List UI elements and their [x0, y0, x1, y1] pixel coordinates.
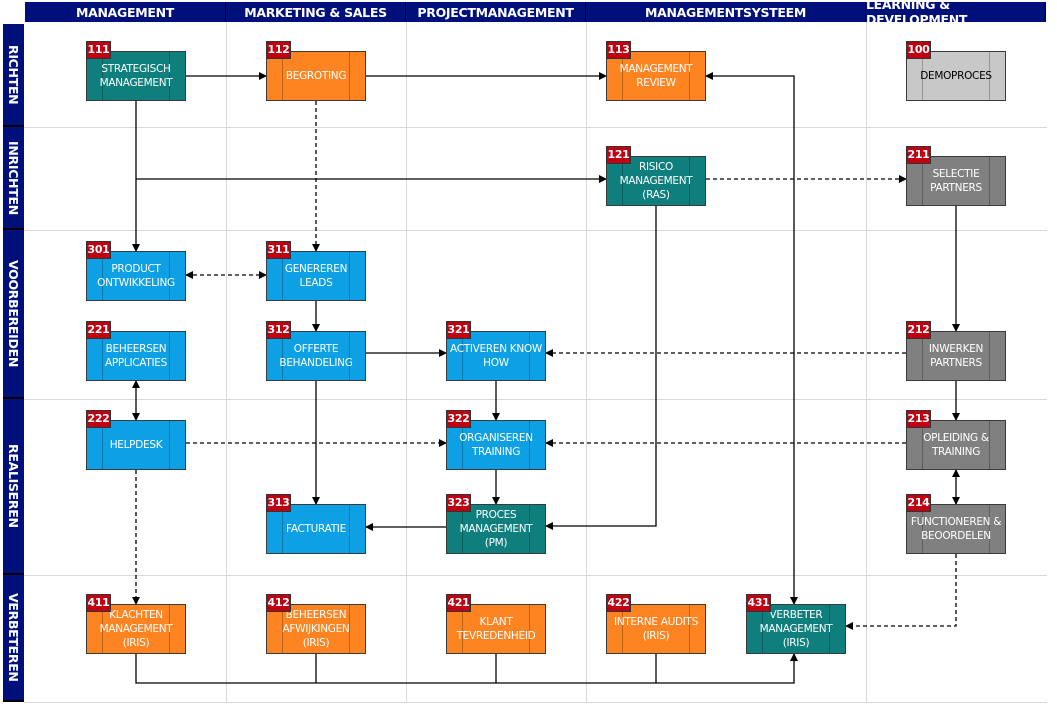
row-header: VERBETEREN [3, 575, 24, 702]
process-label: BEHEERSEN AFWIJKINGEN (IRIS) [282, 609, 350, 649]
row-label: INRICHTEN [6, 140, 21, 215]
process-label: HELPDESK [109, 439, 163, 451]
process-box-312[interactable]: 312 OFFERTE BEHANDELING [266, 321, 366, 381]
row-header: VOORBEREIDEN [3, 230, 24, 399]
row-divider [24, 575, 1047, 576]
process-box-321[interactable]: 321 ACTIVEREN KNOW HOW [446, 321, 546, 381]
process-box-311[interactable]: 311 GENEREREN LEADS [266, 241, 366, 301]
process-number-badge: 313 [266, 494, 291, 512]
process-box-112[interactable]: 112 BEGROTING [266, 41, 366, 101]
process-label: SELECTIE PARTNERS [930, 168, 982, 194]
process-label: GENEREREN LEADS [284, 263, 348, 289]
process-label: ACTIVEREN KNOW HOW [450, 343, 542, 369]
process-box-211[interactable]: 211 SELECTIE PARTNERS [906, 146, 1006, 206]
process-box-222[interactable]: 222 HELPDESK [86, 410, 186, 470]
process-number-badge: 111 [86, 41, 111, 59]
connector-113-431 [705, 72, 798, 605]
process-number-badge: 212 [906, 321, 931, 339]
process-label: OPLEIDING & TRAINING [923, 432, 989, 458]
process-box-121[interactable]: 121 RISICO MANAGEMENT (RAS) [606, 146, 706, 206]
process-label: PROCES MANAGEMENT (PM) [459, 509, 533, 549]
column-header: MANAGEMENT [25, 2, 226, 22]
row-header: REALISEREN [3, 399, 24, 575]
process-box-113[interactable]: 113 MANAGEMENT REVIEW [606, 41, 706, 101]
column-header: PROJECTMANAGEMENT [406, 2, 586, 22]
row-label: REALISEREN [6, 444, 21, 528]
process-number-badge: 121 [606, 146, 631, 164]
process-number-badge: 113 [606, 41, 631, 59]
column-divider [866, 22, 867, 702]
process-number-badge: 301 [86, 241, 111, 259]
connector-214-431 [845, 554, 957, 630]
column-divider [406, 22, 407, 702]
process-number-badge: 311 [266, 241, 291, 259]
process-number-badge: 112 [266, 41, 291, 59]
column-divider [226, 22, 227, 702]
process-label: BEGROTING [285, 70, 347, 82]
process-number-badge: 213 [906, 410, 931, 428]
row-header: INRICHTEN [3, 127, 24, 230]
process-number-badge: 322 [446, 410, 471, 428]
process-label: INWERKEN PARTNERS [928, 343, 984, 369]
process-number-badge: 211 [906, 146, 931, 164]
process-label: INTERNE AUDITS (IRIS) [613, 616, 699, 642]
row-header: RICHTEN [3, 24, 24, 127]
process-box-421[interactable]: 421 KLANT TEVREDENHEID [446, 594, 546, 654]
connector-bus-431 [135, 653, 798, 684]
process-number-badge: 100 [906, 41, 931, 59]
process-box-323[interactable]: 323 PROCES MANAGEMENT (PM) [446, 494, 546, 554]
process-box-411[interactable]: 411 KLACHTEN MANAGEMENT (IRIS) [86, 594, 186, 654]
process-label: KLANT TEVREDENHEID [456, 616, 536, 642]
process-box-301[interactable]: 301 PRODUCT ONTWIKKELING [86, 241, 186, 301]
process-number-badge: 323 [446, 494, 471, 512]
process-label: BEHEERSEN APPLICATIES [104, 343, 167, 369]
process-box-221[interactable]: 221 BEHEERSEN APPLICATIES [86, 321, 186, 381]
process-box-431[interactable]: 431 VERBETER MANAGEMENT (IRIS) [746, 594, 846, 654]
process-box-422[interactable]: 422 INTERNE AUDITS (IRIS) [606, 594, 706, 654]
column-header: MANAGEMENTSYSTEEM [586, 2, 866, 22]
process-number-badge: 421 [446, 594, 471, 612]
process-number-badge: 412 [266, 594, 291, 612]
process-box-322[interactable]: 322 ORGANISEREN TRAINING [446, 410, 546, 470]
row-divider [24, 127, 1047, 128]
column-divider [586, 22, 587, 702]
process-number-badge: 312 [266, 321, 291, 339]
connector-121-323 [545, 206, 657, 530]
process-label: ORGANISEREN TRAINING [459, 432, 533, 458]
row-divider [24, 399, 1047, 400]
process-label: OFFERTE BEHANDELING [279, 343, 353, 369]
process-box-111[interactable]: 111 STRATEGISCH MANAGEMENT [86, 41, 186, 101]
process-label: FACTURATIE [286, 523, 346, 535]
process-box-214[interactable]: 214 FUNCTIONEREN & BEOORDELEN [906, 494, 1006, 554]
process-number-badge: 214 [906, 494, 931, 512]
row-divider [24, 702, 1047, 703]
process-number-badge: 221 [86, 321, 111, 339]
process-box-313[interactable]: 313 FACTURATIE [266, 494, 366, 554]
row-label: VERBETEREN [6, 593, 21, 682]
process-label: RISICO MANAGEMENT (RAS) [619, 161, 693, 201]
process-box-213[interactable]: 213 OPLEIDING & TRAINING [906, 410, 1006, 470]
process-label: DEMOPROCES [920, 70, 992, 82]
row-label: RICHTEN [6, 44, 21, 105]
process-label: KLACHTEN MANAGEMENT (IRIS) [99, 609, 173, 649]
process-number-badge: 222 [86, 410, 111, 428]
process-number-badge: 422 [606, 594, 631, 612]
process-box-100[interactable]: 100 DEMOPROCES [906, 41, 1006, 101]
process-label: MANAGEMENT REVIEW [619, 63, 693, 89]
process-box-212[interactable]: 212 INWERKEN PARTNERS [906, 321, 1006, 381]
process-label: VERBETER MANAGEMENT (IRIS) [759, 609, 833, 649]
row-label: VOORBEREIDEN [6, 260, 21, 367]
process-label: PRODUCT ONTWIKKELING [97, 263, 175, 289]
process-number-badge: 321 [446, 321, 471, 339]
process-number-badge: 431 [746, 594, 771, 612]
column-header: MARKETING & SALES [226, 2, 406, 22]
process-label: FUNCTIONEREN & BEOORDELEN [910, 516, 1002, 542]
process-number-badge: 411 [86, 594, 111, 612]
process-label: STRATEGISCH MANAGEMENT [99, 63, 173, 89]
row-divider [24, 230, 1047, 231]
process-box-412[interactable]: 412 BEHEERSEN AFWIJKINGEN (IRIS) [266, 594, 366, 654]
